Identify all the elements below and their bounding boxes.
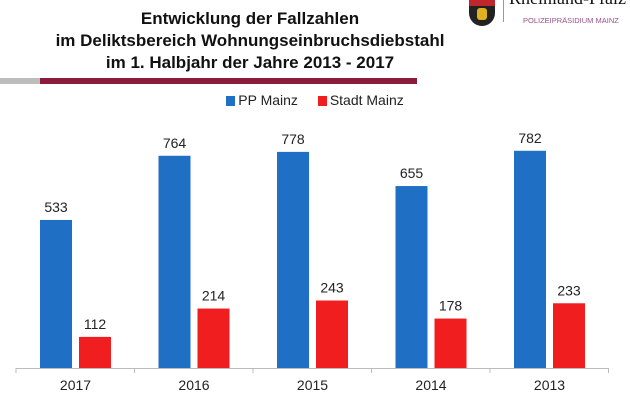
logo: Rheinland-Pfalz POLIZEIPRÄSIDIUM MAINZ [466,0,630,32]
data-label: 782 [518,130,542,146]
data-label: 655 [400,165,424,181]
bar-pp-mainz-2016 [158,155,191,368]
legend: PP Mainz Stadt Mainz [0,92,630,108]
x-tick-label: 2015 [297,377,328,393]
data-label: 764 [163,135,187,151]
data-label: 214 [202,288,226,304]
logo-subtitle: POLIZEIPRÄSIDIUM MAINZ [523,16,619,25]
bar-pp-mainz-2017 [40,219,72,368]
bar-stadt-mainz-2014 [434,318,467,368]
x-tick-label: 2014 [415,377,446,393]
title-line-1: Entwicklung der Fallzahlen [140,9,360,28]
bar-stadt-mainz-2015 [316,300,348,368]
bar-stadt-mainz-2013 [553,303,585,368]
bar-stadt-mainz-2016 [197,308,230,368]
title-line-2: im Deliktsbereich Wohnungseinbruchsdiebs… [55,31,445,50]
chart-title: Entwicklung der Fallzahlen im Deliktsber… [0,8,500,74]
bar-pp-mainz-2015 [277,151,309,368]
legend-label: PP Mainz [238,92,298,108]
legend-swatch [226,96,236,106]
data-label: 533 [44,199,68,215]
legend-label: Stadt Mainz [329,92,404,108]
legend-item-stadt-mainz: Stadt Mainz [317,92,404,108]
x-tick-label: 2013 [534,377,565,393]
legend-swatch [317,96,327,106]
x-tick-label: 2017 [60,377,91,393]
logo-divider [503,0,504,22]
data-label: 178 [439,298,463,314]
bar-pp-mainz-2014 [395,186,428,368]
data-label: 233 [557,282,581,298]
logo-name: Rheinland-Pfalz [509,0,626,9]
coat-of-arms-icon [469,0,495,26]
x-tick-label: 2016 [178,377,209,393]
data-label: 112 [84,316,107,332]
header-rule-accent [40,78,417,84]
header-rule-gray [0,78,40,84]
data-label: 243 [320,280,344,296]
title-line-3: im 1. Halbjahr der Jahre 2013 - 2017 [105,53,395,72]
data-label: 778 [281,131,305,147]
bar-stadt-mainz-2017 [79,336,111,368]
legend-item-pp-mainz: PP Mainz [226,92,298,108]
bar-pp-mainz-2013 [514,150,546,368]
